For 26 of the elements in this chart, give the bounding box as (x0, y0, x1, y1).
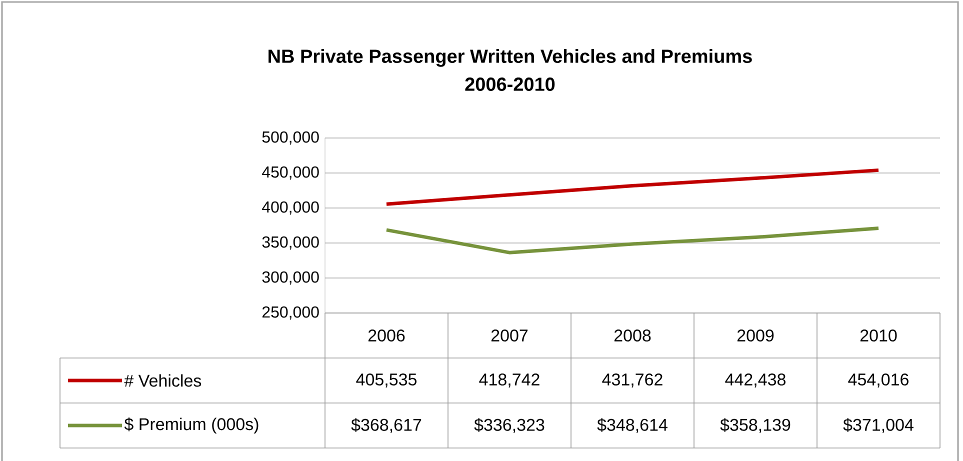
y-tick-label: 250,000 (262, 306, 319, 320)
x-tick-label: 2007 (491, 329, 528, 342)
x-tick-label: 2010 (860, 329, 897, 342)
data-label: $336,323 (474, 418, 544, 433)
x-tick-label: 2009 (737, 329, 774, 342)
y-tick-label: 400,000 (262, 201, 319, 215)
line-series (384, 226, 880, 254)
data-label: 442,438 (725, 373, 786, 388)
y-tick-label: 450,000 (262, 166, 319, 180)
y-tick-label: 500,000 (262, 131, 319, 145)
data-label: $368,617 (351, 418, 422, 433)
y-tick-label: 350,000 (262, 236, 319, 250)
legend-label: # Vehicles (124, 374, 202, 387)
x-tick-label: 2006 (368, 329, 405, 342)
x-tick-label: 2008 (614, 329, 651, 342)
data-label: $371,004 (843, 418, 914, 433)
y-tick-label: 300,000 (262, 271, 319, 285)
data-label: 454,016 (848, 373, 908, 388)
chart-title: NB Private Passenger Written Vehicles and Premiums 2006-2010 (268, 49, 752, 91)
data-label: $348,614 (597, 418, 668, 433)
line-series (384, 168, 880, 206)
legend-label: $ Premium (000s) (124, 417, 258, 434)
data-label: 431,762 (602, 373, 662, 388)
data-label: 405,535 (356, 373, 416, 388)
data-label: $358,139 (720, 418, 790, 433)
data-label: 418,742 (479, 373, 540, 388)
